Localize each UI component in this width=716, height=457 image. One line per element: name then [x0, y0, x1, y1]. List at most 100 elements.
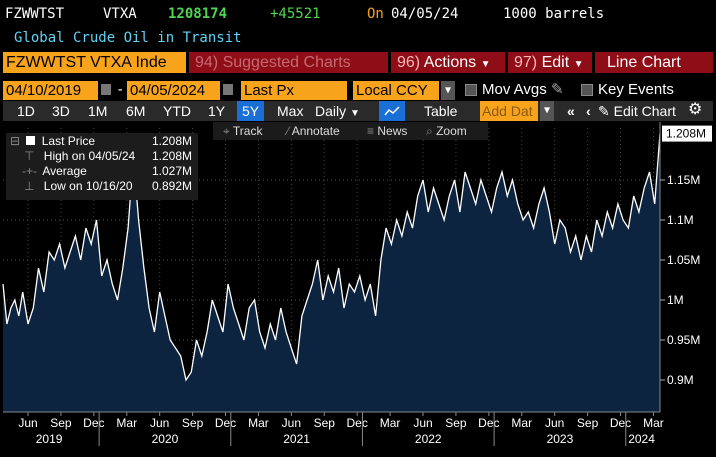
price-chart[interactable]: 0.9M 0.95M 1M 1.05M 1.1M 1.15M 1.208M Jun Sep Dec…	[0, 122, 716, 457]
period-tab-3d[interactable]: 3D	[52, 103, 70, 119]
x-tick-label: Mar	[248, 416, 269, 430]
x-tick-label: Jun	[545, 416, 564, 430]
chart-type-button[interactable]: Line Chart	[595, 52, 713, 73]
table-button[interactable]: Table	[424, 103, 458, 119]
quote-date: 04/05/24	[391, 6, 459, 22]
chevron-double-left-icon[interactable]: «	[567, 103, 575, 119]
x-tick-label: Dec	[478, 416, 499, 430]
add-data-input[interactable]: Add Dat	[480, 101, 538, 121]
year-label: 2023	[547, 432, 574, 446]
x-tick-label: Dec	[83, 416, 104, 430]
dropdown-caret-icon: ▼	[480, 59, 491, 70]
dropdown-caret-icon: ▼	[350, 108, 360, 119]
zoom-tool[interactable]: ⌕ Zoom	[426, 124, 467, 138]
y-tick-label: 1.1M	[667, 213, 694, 227]
legend-value: 1.027M	[151, 164, 192, 178]
x-tick-label: Sep	[182, 416, 204, 430]
x-tick-label: Dec	[215, 416, 236, 430]
unit-label: 1000 barrels	[503, 6, 605, 22]
x-tick-label: Jun	[150, 416, 169, 430]
last-value-box	[662, 125, 712, 142]
legend-value: 1.208M	[151, 134, 192, 148]
last-value-label: 1.208M	[666, 127, 706, 141]
edit-menu[interactable]: 97) Edit ▼	[508, 52, 592, 73]
change-value: +45521	[270, 6, 321, 22]
track-tool[interactable]: ⌖ Track	[223, 124, 263, 138]
x-tick-label: Jun	[282, 416, 301, 430]
y-tick-label: 1.15M	[667, 173, 700, 187]
dropdown-caret-icon: ▼	[543, 105, 551, 116]
year-label: 2024	[628, 432, 655, 446]
x-tick-label: Dec	[610, 416, 631, 430]
pencil-icon: ✎	[598, 103, 610, 119]
chart-legend: ⊟ Last Price 1.208M ⊤ High on 04/05/24 1…	[6, 133, 198, 200]
period-tab-6m[interactable]: 6M	[126, 103, 146, 119]
period-tab-ytd[interactable]: YTD	[163, 103, 191, 119]
period-tab-max[interactable]: Max	[277, 103, 304, 119]
crosshair-icon: ⌖	[223, 124, 230, 138]
x-tick-label: Sep	[50, 416, 72, 430]
end-date-input[interactable]: 04/05/2024	[127, 81, 220, 100]
legend-label: High on 04/05/24	[43, 149, 136, 163]
news-tool[interactable]: ≡ News	[367, 124, 408, 138]
period-tab-1y[interactable]: 1Y	[208, 103, 226, 119]
x-tick-label: Mar	[380, 416, 401, 430]
frequency-select[interactable]: Daily ▼	[315, 103, 360, 119]
checkbox[interactable]	[581, 84, 593, 97]
mov-avgs-toggle[interactable]: Mov Avgs ✎	[465, 80, 564, 100]
series-swatch	[26, 136, 36, 145]
chart-line-icon[interactable]	[379, 101, 405, 121]
add-data-dropdown[interactable]: ▼	[540, 101, 554, 121]
currency-dropdown[interactable]: ▼	[441, 81, 455, 100]
chart-line-glyph	[384, 106, 400, 116]
range-separator: -	[116, 82, 125, 98]
y-tick-label: 0.95M	[667, 333, 700, 347]
series-line	[2, 133, 661, 382]
x-tick-label: Sep	[314, 416, 336, 430]
period-tab-5y[interactable]: 5Y	[237, 101, 265, 121]
period-tab-1d[interactable]: 1D	[17, 103, 35, 119]
security-description: Global Crude Oil in Transit	[14, 30, 242, 46]
legend-row-high: ⊤ High on 04/05/24 1.208M	[10, 149, 196, 164]
high-marker-icon: ⊤	[24, 149, 35, 163]
low-marker-icon: ⊥	[24, 179, 35, 193]
legend-toggle-icon[interactable]: ⊟	[10, 134, 21, 148]
last-value: 1208174	[168, 6, 228, 22]
pencil-icon: ⁄	[287, 124, 290, 138]
period-tab-1m[interactable]: 1M	[88, 103, 108, 119]
average-marker-icon: -+-	[22, 164, 37, 178]
checkbox[interactable]	[465, 84, 477, 97]
calendar-icon[interactable]	[223, 84, 233, 95]
index-code: VTXA	[103, 6, 137, 22]
x-tick-label: Dec	[347, 416, 368, 430]
x-tick-label: Mar	[511, 416, 532, 430]
calendar-icon[interactable]	[101, 84, 111, 95]
x-tick-label: Sep	[577, 416, 599, 430]
gear-icon[interactable]: ⚙	[688, 101, 703, 118]
ticker: FZWWTST	[5, 6, 65, 22]
year-label: 2019	[36, 432, 63, 446]
security-input[interactable]: FZWWTST VTXA Inde	[3, 52, 186, 73]
dropdown-caret-icon: ▼	[444, 85, 452, 96]
y-tick-label: 1.05M	[667, 253, 700, 267]
actions-menu[interactable]: 96) Actions ▼	[391, 52, 505, 73]
edit-chart-button[interactable]: ✎ Edit Chart	[598, 103, 676, 119]
start-date-input[interactable]: 04/10/2019	[3, 81, 98, 100]
suggested-charts-button[interactable]: 94) Suggested Charts	[189, 52, 388, 73]
currency-select[interactable]: Local CCY	[353, 81, 439, 100]
legend-value: 0.892M	[151, 179, 192, 193]
legend-row-last: ⊟ Last Price 1.208M	[10, 134, 196, 149]
annotate-tool[interactable]: ⁄ Annotate	[287, 124, 340, 138]
year-label: 2021	[283, 432, 310, 446]
chevron-left-icon[interactable]: ‹	[586, 103, 591, 119]
y-tick-label: 0.9M	[667, 373, 694, 387]
x-tick-label: Sep	[445, 416, 467, 430]
pencil-icon[interactable]: ✎	[550, 81, 564, 98]
series-area	[3, 133, 660, 412]
legend-label: Low on 10/16/20	[43, 179, 133, 193]
key-events-toggle[interactable]: Key Events	[581, 80, 674, 100]
field-select[interactable]: Last Px	[241, 81, 347, 100]
year-label: 2022	[415, 432, 442, 446]
x-tick-label: Jun	[18, 416, 37, 430]
year-label: 2020	[152, 432, 179, 446]
